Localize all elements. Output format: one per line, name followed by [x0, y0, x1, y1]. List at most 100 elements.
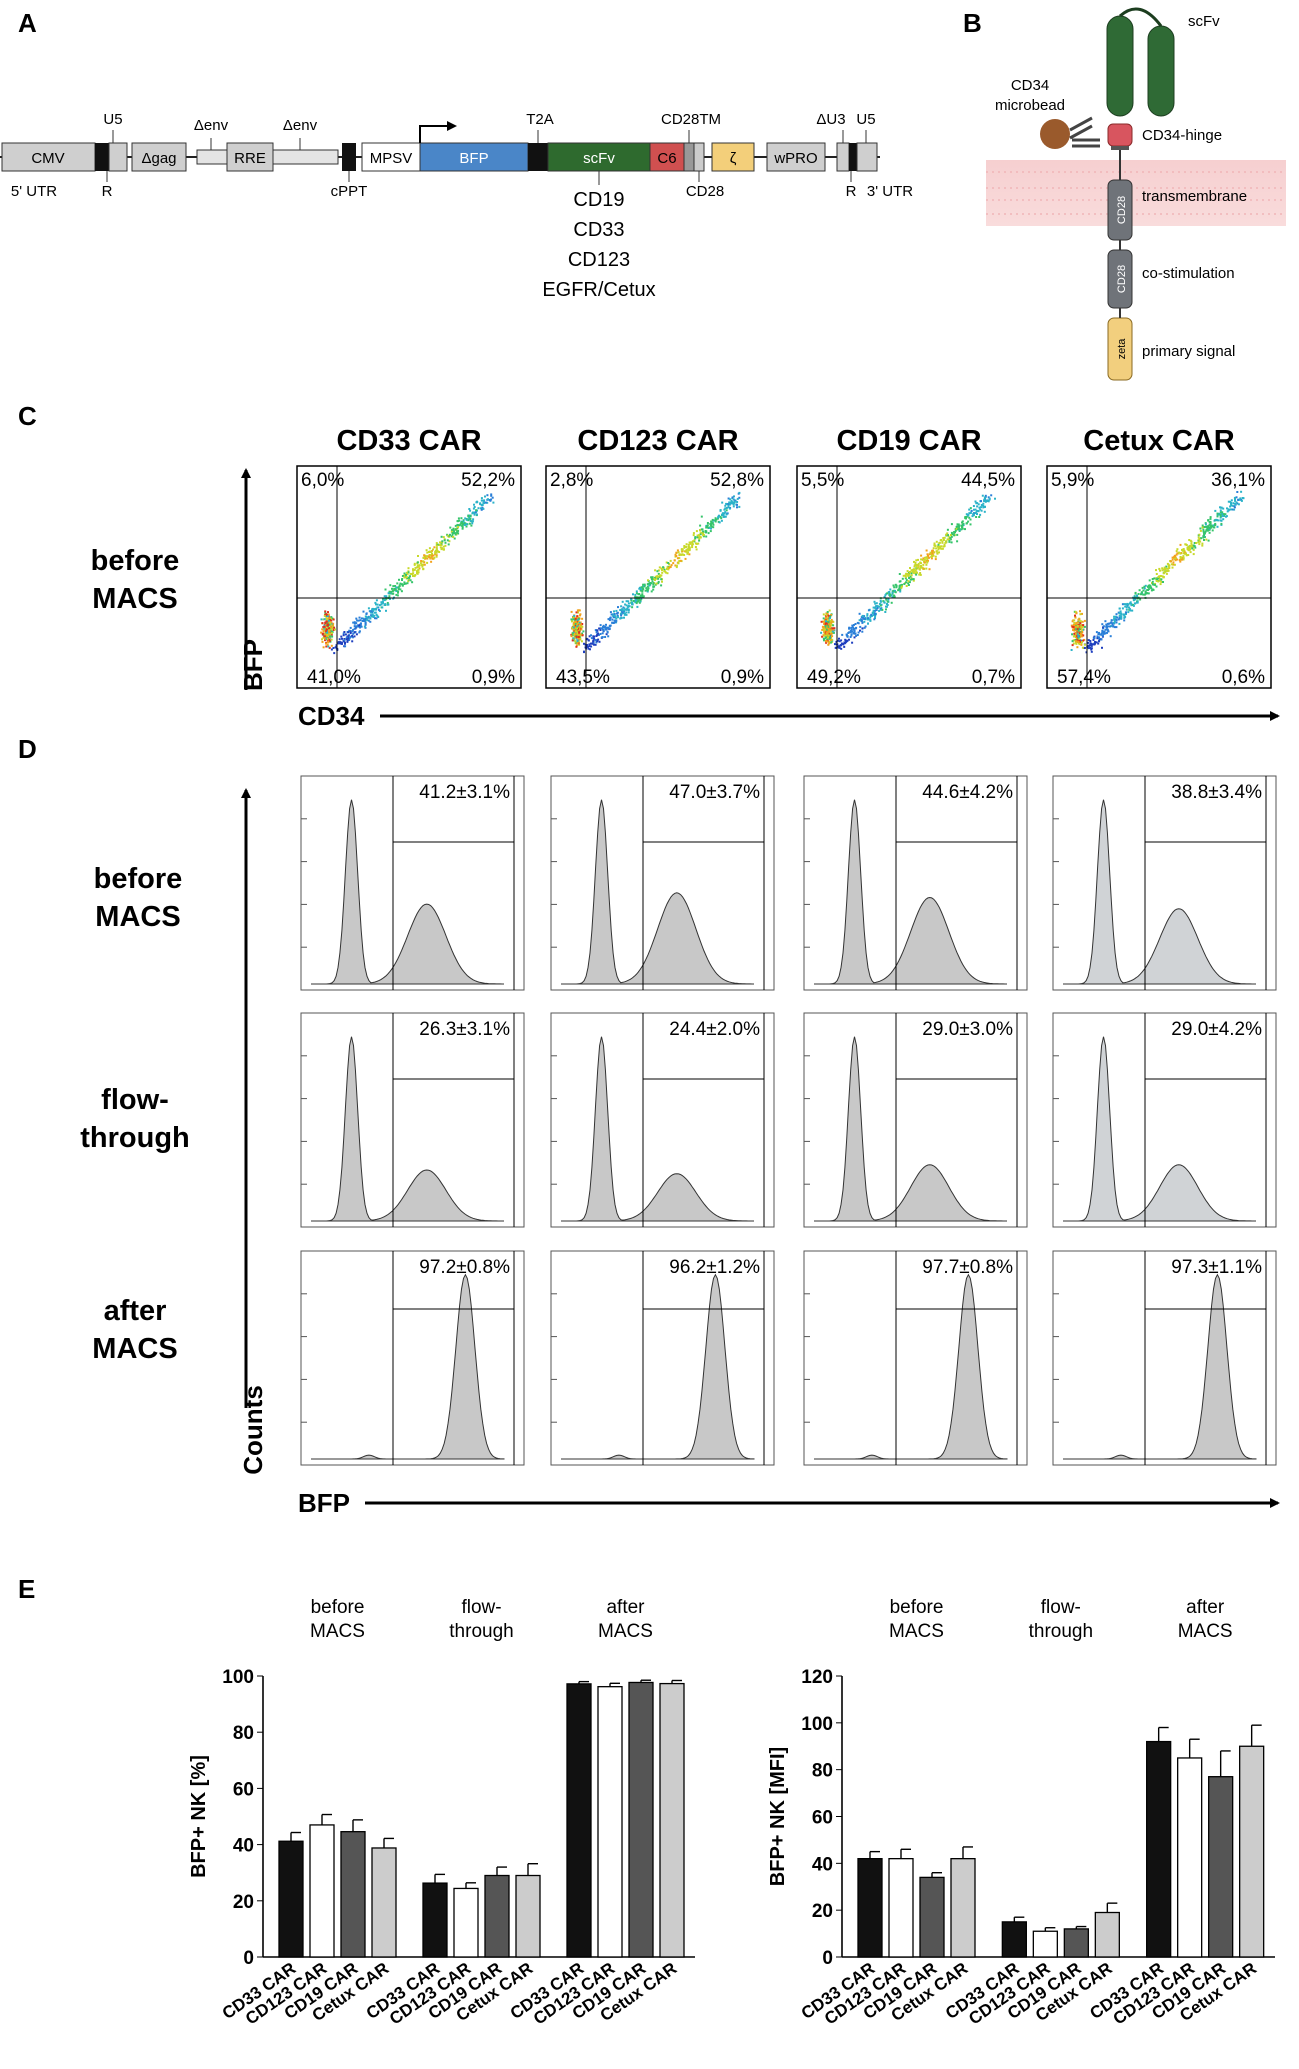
histogram-curve	[1063, 1036, 1256, 1222]
scatter-point	[652, 585, 655, 588]
scatter-point	[623, 609, 626, 612]
scatter-point	[370, 611, 373, 614]
scatter-point	[925, 549, 928, 552]
scatter-point	[988, 497, 991, 500]
scatter-point	[619, 617, 622, 620]
scatter-point	[1190, 545, 1193, 548]
scatter-point	[873, 618, 876, 621]
scatter-point	[399, 588, 402, 591]
scatter-point	[1127, 611, 1130, 614]
scatter-point	[580, 640, 583, 643]
scatter-point	[828, 624, 831, 627]
scatter-point	[937, 548, 940, 551]
scatter-point	[1179, 543, 1182, 546]
scatter-point	[366, 617, 369, 620]
scatter-point	[353, 621, 356, 624]
histogram-curve	[814, 1273, 1008, 1460]
cd28-label-b: CD28	[1116, 265, 1128, 293]
scatter-point	[469, 509, 472, 512]
scatter-point	[1153, 577, 1156, 580]
scatter-point	[482, 507, 485, 510]
scatter-point	[885, 605, 887, 608]
scatter-point	[371, 608, 374, 610]
scatter-point	[825, 631, 828, 634]
scatter-point	[1163, 570, 1166, 573]
scatter-point	[868, 618, 871, 621]
utr3-label: 3' UTR	[867, 183, 913, 200]
scatter-point	[912, 570, 915, 572]
scatter-point	[330, 628, 333, 631]
scatter-point	[598, 627, 601, 630]
scatter-point	[984, 499, 987, 502]
scatter-point	[853, 630, 856, 632]
scatter-point	[948, 540, 951, 543]
scatter-point	[360, 617, 363, 620]
scatter-point	[472, 507, 475, 510]
scatter-point	[492, 501, 495, 504]
scatter-point	[1187, 546, 1190, 549]
cppt-block	[342, 143, 356, 171]
scatter-point	[946, 528, 949, 531]
scatter-point	[1178, 551, 1180, 554]
scatter-point	[829, 623, 832, 626]
scatter-point	[321, 638, 323, 641]
scatter-point	[363, 625, 366, 628]
scatter-point	[698, 539, 701, 542]
scatter-point	[1240, 498, 1243, 501]
scatter-point	[668, 566, 671, 569]
scatter-point	[942, 545, 945, 548]
scatter-point	[355, 622, 358, 625]
scatter-point	[1076, 625, 1079, 628]
bar	[278, 1840, 304, 1958]
scatter-point	[660, 578, 663, 581]
scatter-point	[357, 619, 360, 622]
scatter-point	[1241, 497, 1244, 499]
scatter-point	[922, 563, 925, 566]
scatter-point	[337, 641, 340, 644]
bar	[422, 1882, 448, 1958]
scatter-point	[691, 544, 694, 547]
scatter-point	[433, 546, 436, 549]
denv-label-2: Δenv	[283, 117, 318, 134]
scatter-point	[978, 506, 981, 509]
scatter-point	[843, 645, 846, 648]
scatter-point	[574, 630, 577, 633]
scatter-point	[899, 588, 902, 591]
scatter-point	[972, 505, 975, 507]
scatter-point	[328, 627, 330, 630]
scatter-point	[1225, 515, 1227, 518]
scatter-point	[1159, 583, 1162, 586]
scatter-point	[454, 528, 457, 531]
scatter-point	[395, 593, 398, 596]
scatter-point	[1073, 619, 1076, 622]
scatter-point	[328, 617, 331, 620]
scatter-point	[904, 577, 907, 580]
cd28-label: CD28	[686, 183, 724, 200]
scatter-point	[869, 615, 872, 618]
scatter-point	[885, 608, 887, 611]
scatter-point	[615, 609, 618, 612]
scatter-point	[920, 554, 923, 557]
scatter-point	[340, 635, 343, 638]
scatter-point	[401, 575, 404, 577]
group-label: before	[890, 1597, 944, 1618]
scatter-point	[850, 633, 853, 636]
scatter-point	[1081, 631, 1084, 633]
scatter-point	[692, 532, 695, 535]
scatter-point	[823, 631, 826, 634]
scatter-point	[906, 570, 909, 573]
microbead-text-1: CD34	[1011, 77, 1049, 94]
scatter-point	[1175, 553, 1178, 556]
scatter-point	[834, 643, 836, 646]
scatter-point	[381, 606, 384, 609]
scatter-point	[1129, 601, 1132, 604]
scatter-point	[641, 589, 644, 592]
scatter-point	[980, 500, 982, 503]
scatter-point	[1071, 640, 1074, 643]
scatter-point	[906, 572, 909, 575]
scatter-point	[461, 526, 464, 529]
scatter-point	[611, 621, 614, 624]
scatter-point	[820, 620, 823, 623]
scatter-point	[1222, 513, 1225, 516]
scatter-point	[861, 621, 864, 624]
